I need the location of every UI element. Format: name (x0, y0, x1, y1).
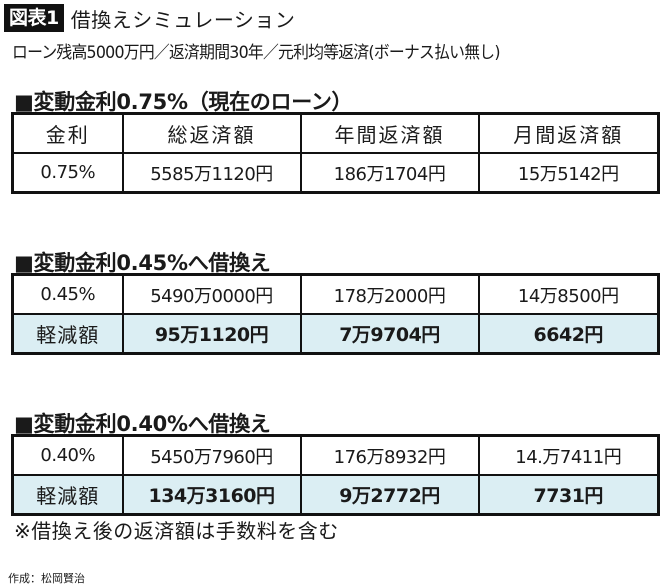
reduction-monthly: 6642円 (477, 313, 660, 355)
figure-title: 借換えシミュレーション (70, 7, 296, 32)
figure-label: 図表1 (4, 4, 64, 32)
section-heading-040: ■変動金利0.40%へ借換え (14, 412, 271, 436)
cell-monthly-repayment: 15万5142円 (477, 152, 660, 194)
reduction-annual: 9万2772円 (299, 474, 480, 516)
reduction-row: 軽減額 95万1120円 7万9704円 6642円 (11, 313, 660, 355)
table-header-row: 金利 総返済額 年間返済額 月間返済額 (11, 112, 660, 154)
figure-title-row: 図表1 借換えシミュレーション (4, 4, 295, 32)
table-refinance-040: 0.40% 5450万7960円 176万8932円 14.万7411円 軽減額… (11, 434, 660, 516)
cell-rate: 0.75% (11, 152, 124, 194)
cell-rate: 0.40% (11, 434, 124, 476)
reduction-monthly: 7731円 (477, 474, 660, 516)
footnote: ※借換え後の返済額は手数料を含む (14, 519, 339, 543)
table-refinance-045: 0.45% 5490万0000円 178万2000円 14万8500円 軽減額 … (11, 273, 660, 355)
cell-monthly-repayment: 14万8500円 (477, 273, 660, 315)
reduction-annual: 7万9704円 (299, 313, 480, 355)
cell-total-repayment: 5490万0000円 (121, 273, 302, 315)
section-heading-current: ■変動金利0.75%（現在のローン） (14, 90, 353, 114)
cell-annual-repayment: 176万8932円 (299, 434, 480, 476)
header-rate: 金利 (11, 112, 124, 154)
cell-monthly-repayment: 14.万7411円 (477, 434, 660, 476)
table-row: 0.75% 5585万1120円 186万1704円 15万5142円 (11, 152, 660, 194)
header-annual-repayment: 年間返済額 (299, 112, 480, 154)
cell-annual-repayment: 186万1704円 (299, 152, 480, 194)
header-monthly-repayment: 月間返済額 (477, 112, 660, 154)
reduction-row: 軽減額 134万3160円 9万2772円 7731円 (11, 474, 660, 516)
reduction-label: 軽減額 (11, 474, 124, 516)
cell-total-repayment: 5585万1120円 (121, 152, 302, 194)
cell-rate: 0.45% (11, 273, 124, 315)
table-current-loan: 金利 総返済額 年間返済額 月間返済額 0.75% 5585万1120円 186… (11, 112, 660, 194)
cell-total-repayment: 5450万7960円 (121, 434, 302, 476)
reduction-total: 95万1120円 (121, 313, 302, 355)
reduction-total: 134万3160円 (121, 474, 302, 516)
table-row: 0.40% 5450万7960円 176万8932円 14.万7411円 (11, 434, 660, 476)
table-row: 0.45% 5490万0000円 178万2000円 14万8500円 (11, 273, 660, 315)
loan-conditions: ローン残高5000万円／返済期間30年／元利均等返済(ボーナス払い無し) (12, 43, 501, 63)
cell-annual-repayment: 178万2000円 (299, 273, 480, 315)
reduction-label: 軽減額 (11, 313, 124, 355)
header-total-repayment: 総返済額 (121, 112, 302, 154)
section-heading-045: ■変動金利0.45%へ借換え (14, 251, 271, 275)
credit: 作成：松岡賢治 (8, 572, 85, 585)
